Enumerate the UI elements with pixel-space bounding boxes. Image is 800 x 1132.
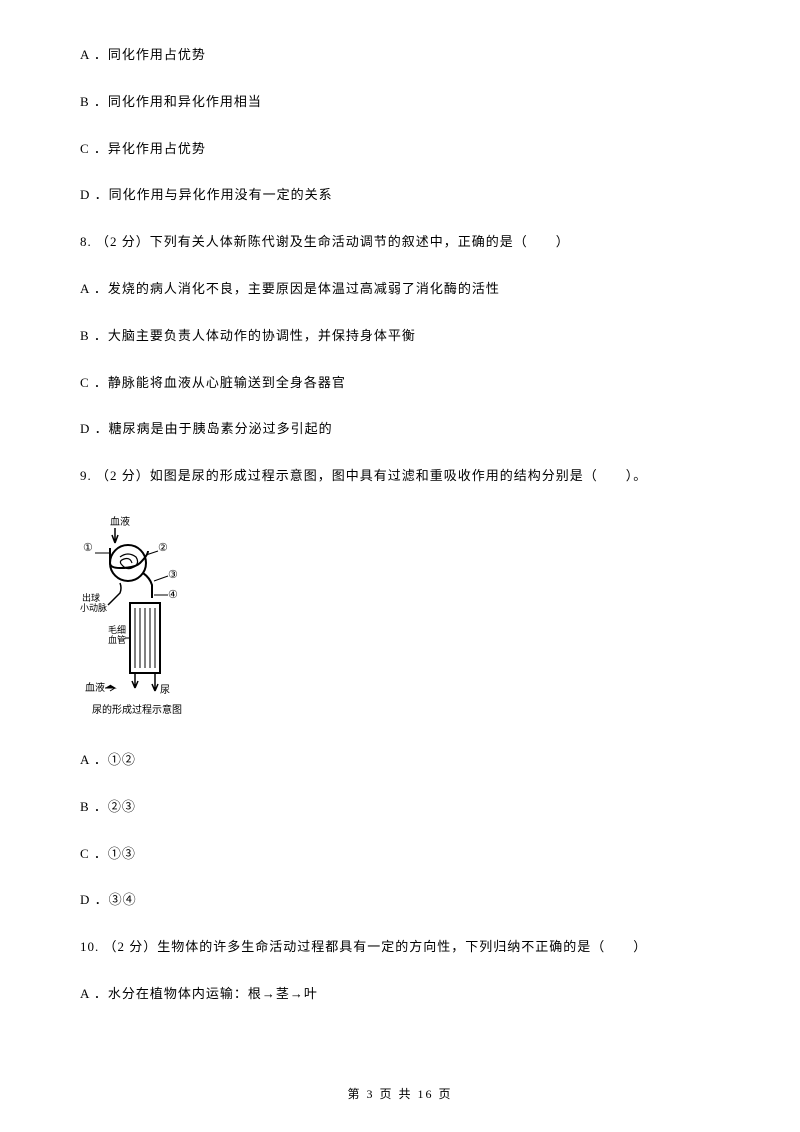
q8-option-a: A ．发烧的病人消化不良，主要原因是体温过高减弱了消化酶的活性 — [80, 279, 720, 300]
nephron-diagram-svg: 血液 ① ② ③ ④ 出球 小动脉 毛细 血管 血液 尿 尿的形成过程示意图 — [80, 513, 225, 728]
label-efferent2: 小动脉 — [80, 602, 107, 613]
label-capillary1: 毛细 — [108, 624, 126, 635]
label-blood-in: 血液 — [110, 515, 130, 528]
q10-stem: 10. （2 分）生物体的许多生命活动过程都具有一定的方向性，下列归纳不正确的是… — [80, 937, 720, 958]
q9-option-b: B ．②③ — [80, 797, 720, 818]
q9-stem: 9. （2 分）如图是尿的形成过程示意图，图中具有过滤和重吸收作用的结构分别是（… — [80, 466, 720, 487]
q7-option-c: C ．异化作用占优势 — [80, 139, 720, 160]
q9-option-c: C ．①③ — [80, 844, 720, 865]
q8-option-b: B ．大脑主要负责人体动作的协调性，并保持身体平衡 — [80, 326, 720, 347]
label-efferent1: 出球 — [82, 592, 100, 603]
q9-diagram: 血液 ① ② ③ ④ 出球 小动脉 毛细 血管 血液 尿 尿的形成过程示意图 — [80, 513, 720, 732]
q9-option-d: D ．③④ — [80, 890, 720, 911]
q10-option-a: A ．水分在植物体内运输：根→茎→叶 — [80, 984, 720, 1005]
q8-option-d: D ．糖尿病是由于胰岛素分泌过多引起的 — [80, 419, 720, 440]
label-3: ③ — [168, 569, 178, 581]
label-urine: 尿 — [160, 684, 170, 696]
q7-option-b: B ．同化作用和异化作用相当 — [80, 92, 720, 113]
q8-option-c: C ．静脉能将血液从心脏输送到全身各器官 — [80, 373, 720, 394]
q7-option-d: D ．同化作用与异化作用没有一定的关系 — [80, 185, 720, 206]
q7-option-a: A ．同化作用占优势 — [80, 45, 720, 66]
page-footer: 第 3 页 共 16 页 — [0, 1085, 800, 1102]
label-1: ① — [83, 542, 93, 554]
q9-option-a: A ．①② — [80, 750, 720, 771]
label-blood-out: 血液 — [85, 681, 105, 694]
label-4: ④ — [168, 589, 178, 601]
q8-stem: 8. （2 分）下列有关人体新陈代谢及生命活动调节的叙述中，正确的是（ ） — [80, 232, 720, 253]
label-capillary2: 血管 — [108, 634, 126, 645]
diagram-caption: 尿的形成过程示意图 — [92, 703, 182, 716]
label-2: ② — [158, 542, 168, 554]
